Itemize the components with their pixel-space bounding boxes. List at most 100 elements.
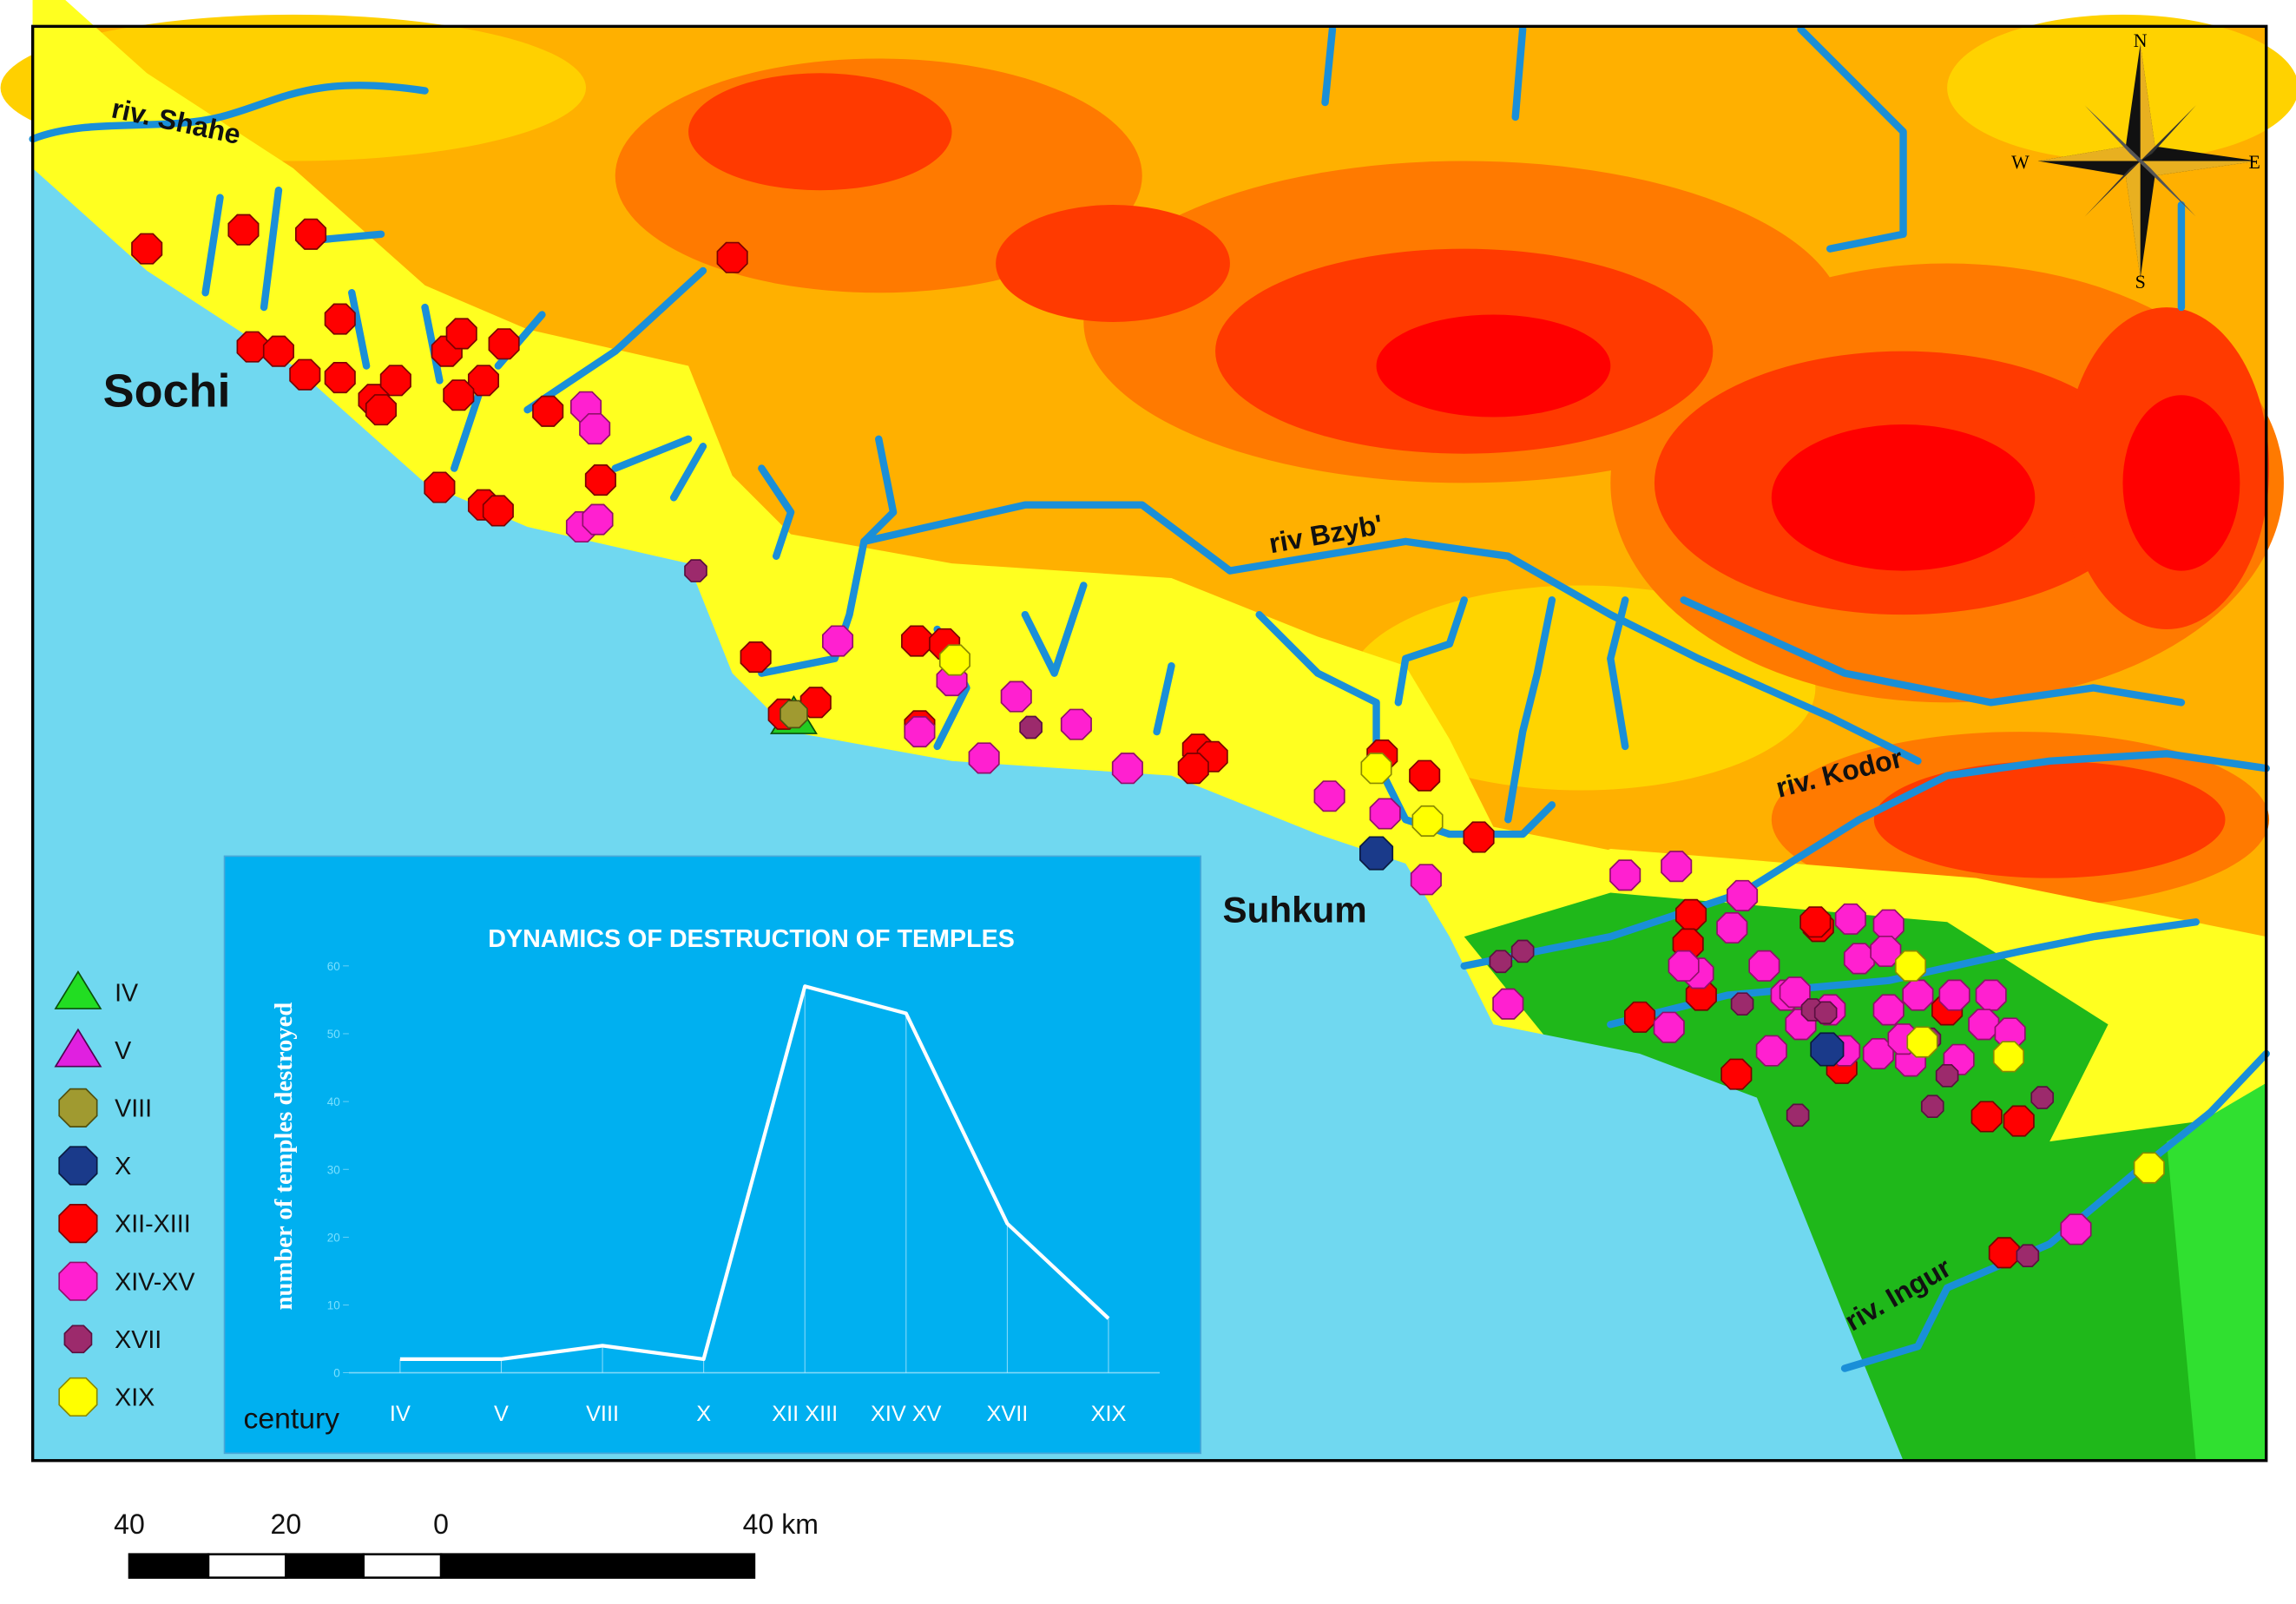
site-octagon bbox=[1463, 821, 1495, 853]
site-octagon bbox=[1730, 992, 1754, 1016]
site-octagon bbox=[1360, 753, 1392, 785]
site-octagon bbox=[1975, 979, 2007, 1011]
site-markers bbox=[131, 214, 2165, 1269]
site-octagon bbox=[1410, 864, 1442, 896]
site-octagon bbox=[1492, 988, 1524, 1020]
site-octagon bbox=[579, 412, 611, 445]
site-octagon bbox=[1748, 950, 1780, 982]
x-tick-label: IV bbox=[390, 1402, 411, 1426]
scale-bar: 40 20 0 40 km bbox=[114, 1509, 819, 1579]
site-octagon bbox=[467, 365, 500, 397]
site-octagon bbox=[488, 328, 520, 360]
site-octagon bbox=[1653, 1011, 1685, 1043]
y-tick-label: 0 bbox=[333, 1367, 340, 1380]
site-octagon bbox=[379, 365, 411, 397]
site-octagon bbox=[424, 471, 456, 503]
legend-label: XII-XIII bbox=[115, 1211, 191, 1239]
site-octagon bbox=[1872, 994, 1905, 1026]
site-octagon bbox=[1813, 1001, 1838, 1025]
site-octagon bbox=[584, 464, 616, 496]
site-octagon bbox=[582, 503, 614, 536]
compass-e: E bbox=[2249, 151, 2260, 173]
site-octagon bbox=[1675, 898, 1707, 930]
site-octagon bbox=[821, 625, 854, 657]
site-octagon bbox=[365, 394, 398, 426]
site-octagon bbox=[1661, 851, 1693, 883]
site-octagon bbox=[1799, 906, 1832, 938]
legend-label: X bbox=[115, 1153, 131, 1180]
site-octagon bbox=[1920, 1095, 1944, 1119]
site-octagon bbox=[2060, 1213, 2092, 1246]
site-octagon bbox=[1369, 798, 1401, 830]
legend-symbol bbox=[58, 1261, 98, 1301]
site-octagon bbox=[1843, 943, 1876, 975]
site-octagon bbox=[799, 687, 832, 719]
city-label: Sochi bbox=[103, 365, 231, 417]
site-octagon bbox=[716, 241, 748, 273]
site-octagon bbox=[262, 335, 294, 367]
legend-symbol bbox=[58, 1377, 98, 1417]
site-octagon bbox=[532, 395, 564, 427]
map-frame bbox=[30, 24, 2268, 1463]
site-octagon bbox=[294, 218, 327, 250]
site-octagon bbox=[1313, 780, 1345, 812]
site-octagon bbox=[482, 495, 514, 527]
legend-label: VIII bbox=[115, 1095, 152, 1123]
site-octagon bbox=[1755, 1035, 1787, 1067]
x-tick-label: XVII bbox=[986, 1402, 1028, 1426]
site-octagon bbox=[1727, 879, 1759, 911]
site-octagon bbox=[684, 559, 707, 582]
site-octagon bbox=[1609, 859, 1641, 891]
site-octagon bbox=[1786, 1103, 1810, 1127]
chart-title: DYNAMICS OF DESTRUCTION OF TEMPLES bbox=[488, 925, 1015, 953]
site-octagon bbox=[968, 742, 1000, 774]
compass-n: N bbox=[2134, 30, 2148, 51]
site-octagon bbox=[1779, 976, 1811, 1009]
legend-symbol bbox=[58, 1204, 98, 1244]
legend-label: V bbox=[115, 1037, 131, 1065]
site-octagon bbox=[1906, 1026, 1938, 1058]
x-tick-label: XIX bbox=[1091, 1402, 1127, 1426]
x-axis-label: century bbox=[243, 1403, 339, 1436]
site-octagon bbox=[780, 700, 808, 729]
scale-label: 0 bbox=[433, 1509, 449, 1540]
legend-symbol bbox=[54, 1028, 102, 1068]
site-octagon bbox=[443, 379, 475, 411]
site-octagon bbox=[2003, 1105, 2035, 1137]
city-label: Suhkum bbox=[1222, 889, 1366, 930]
site-octagon bbox=[1935, 1063, 1959, 1088]
y-tick-label: 10 bbox=[327, 1299, 340, 1312]
compass-s: S bbox=[2135, 271, 2146, 293]
scale-segment bbox=[439, 1553, 756, 1579]
legend-label: IV bbox=[115, 979, 138, 1007]
y-tick-label: 60 bbox=[327, 960, 340, 973]
x-tick-label: XIV XV bbox=[871, 1402, 942, 1426]
scale-segment bbox=[285, 1553, 365, 1579]
site-octagon bbox=[1810, 1032, 1845, 1067]
site-octagon bbox=[904, 716, 936, 748]
site-octagon bbox=[289, 358, 321, 391]
scale-segment bbox=[207, 1553, 287, 1579]
x-tick-label: V bbox=[494, 1402, 509, 1426]
site-octagon bbox=[1411, 805, 1444, 837]
site-octagon bbox=[901, 625, 933, 657]
site-octagon bbox=[324, 361, 356, 394]
site-octagon bbox=[938, 644, 970, 676]
y-tick-label: 40 bbox=[327, 1095, 340, 1108]
data-line bbox=[399, 984, 1110, 1362]
site-octagon bbox=[1409, 759, 1441, 792]
y-axis-label: number of temples destroyed bbox=[270, 1002, 298, 1311]
site-octagon bbox=[1968, 1009, 2000, 1041]
site-octagon bbox=[1872, 909, 1905, 941]
legend-symbol bbox=[63, 1325, 93, 1354]
scale-segment bbox=[362, 1553, 443, 1579]
site-octagon bbox=[1894, 950, 1927, 982]
site-octagon bbox=[1992, 1041, 2024, 1073]
scale-label: 40 km bbox=[743, 1509, 819, 1540]
site-octagon bbox=[1834, 903, 1866, 935]
site-octagon bbox=[1938, 979, 1970, 1011]
site-octagon bbox=[1000, 680, 1032, 713]
site-octagon bbox=[1359, 836, 1394, 871]
inset-chart: DYNAMICS OF DESTRUCTION OF TEMPLES numbe… bbox=[223, 855, 1202, 1455]
